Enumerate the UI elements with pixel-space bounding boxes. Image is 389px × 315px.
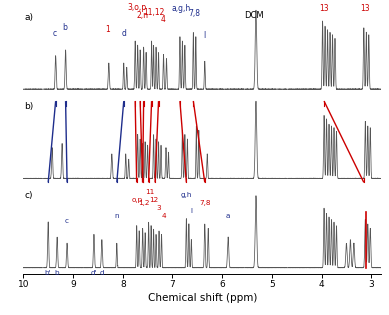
- Text: n: n: [114, 213, 119, 219]
- Text: 11: 11: [145, 189, 154, 195]
- Text: 7,8: 7,8: [189, 9, 201, 18]
- Text: o,p: o,p: [132, 197, 143, 203]
- Text: d': d': [91, 270, 97, 276]
- Text: a): a): [25, 13, 33, 22]
- Text: a,g,h: a,g,h: [172, 3, 191, 13]
- Text: 1,2: 1,2: [138, 200, 149, 206]
- Text: b: b: [55, 270, 60, 276]
- Text: 1: 1: [105, 25, 110, 34]
- Text: 7,8: 7,8: [199, 200, 210, 206]
- Text: 11,12: 11,12: [143, 8, 164, 17]
- Text: d: d: [100, 270, 104, 276]
- Text: 3: 3: [157, 205, 161, 211]
- Text: 13: 13: [361, 4, 370, 14]
- Text: 13: 13: [319, 4, 329, 14]
- Text: d: d: [121, 29, 126, 38]
- Text: DCM: DCM: [245, 11, 264, 20]
- Text: l: l: [190, 208, 192, 214]
- Text: c): c): [25, 191, 33, 200]
- Text: 3,o,p: 3,o,p: [127, 3, 146, 12]
- Text: c: c: [53, 29, 57, 38]
- Text: b): b): [25, 102, 33, 111]
- Text: g,h: g,h: [180, 192, 192, 198]
- X-axis label: Chemical shift (ppm): Chemical shift (ppm): [147, 293, 257, 303]
- Text: c: c: [65, 218, 69, 224]
- Text: 4: 4: [161, 213, 166, 219]
- Text: a: a: [226, 213, 230, 219]
- Text: b: b: [62, 23, 67, 32]
- Text: 12: 12: [149, 197, 158, 203]
- Text: 4: 4: [161, 15, 166, 25]
- Text: l: l: [203, 31, 206, 40]
- Text: 2,n: 2,n: [137, 11, 149, 20]
- Text: b': b': [45, 270, 52, 276]
